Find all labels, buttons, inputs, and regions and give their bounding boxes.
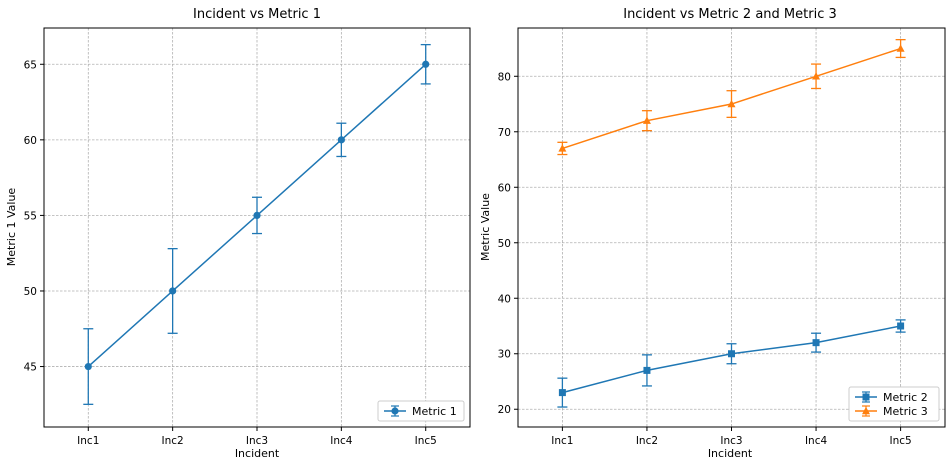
x-tick-label: Inc2: [636, 435, 658, 447]
data-point: [728, 350, 735, 358]
x-tick-label: Inc5: [415, 435, 437, 447]
y-tick-label: 65: [24, 59, 37, 71]
data-point: [422, 60, 430, 68]
y-tick-label: 80: [498, 71, 511, 83]
x-tick-label: Inc5: [889, 435, 911, 447]
legend-marker: [862, 393, 870, 401]
y-tick-label: 50: [24, 286, 37, 298]
legend: Metric 1: [377, 400, 465, 422]
x-tick-label: Inc1: [551, 435, 573, 447]
chart-2-y-axis-label: Metric Value: [479, 193, 492, 261]
x-tick-label: Inc4: [330, 435, 353, 447]
legend-marker: [862, 406, 870, 415]
chart-2-title: Incident vs Metric 2 and Metric 3: [623, 7, 837, 22]
y-tick-label: 20: [498, 404, 511, 416]
chart-1-x-axis-label: Incident: [235, 447, 280, 460]
chart-2-x-axis-label: Incident: [708, 447, 753, 460]
legend-frame: [848, 386, 940, 422]
data-point: [558, 144, 567, 152]
data-point: [169, 287, 177, 295]
legend-marker: [391, 407, 399, 415]
legend-label: Metric 3: [883, 405, 928, 418]
data-point: [558, 389, 566, 397]
y-tick-label: 55: [24, 210, 37, 222]
y-tick-label: 50: [498, 238, 511, 250]
data-point: [642, 116, 651, 124]
x-tick-label: Inc4: [805, 435, 828, 447]
plot-area-frame: [517, 27, 946, 428]
legend-label: Metric 1: [412, 405, 457, 418]
legend-frame: [377, 400, 465, 422]
chart-metric-1: Incident vs Metric 1 Incident Metric 1 V…: [5, 7, 471, 460]
y-tick-label: 30: [498, 349, 511, 361]
y-tick-label: 60: [498, 182, 511, 194]
y-tick-label: 60: [24, 135, 37, 147]
data-point: [812, 339, 820, 347]
data-point: [253, 211, 261, 220]
data-point: [896, 44, 905, 52]
chart-metric-2-3: Incident vs Metric 2 and Metric 3 Incide…: [479, 7, 946, 460]
data-point: [897, 322, 905, 330]
y-tick-label: 45: [24, 362, 37, 374]
data-point: [337, 136, 345, 144]
legend-label: Metric 2: [883, 391, 928, 404]
y-tick-label: 40: [498, 293, 511, 305]
chart-1-y-axis-label: Metric 1 Value: [5, 188, 18, 267]
data-point: [727, 99, 736, 108]
data-point: [643, 366, 651, 374]
chart-1-title: Incident vs Metric 1: [193, 7, 321, 22]
x-tick-label: Inc1: [77, 435, 99, 447]
data-point: [812, 72, 821, 80]
x-tick-label: Inc3: [246, 435, 268, 447]
x-tick-label: Inc3: [720, 435, 742, 447]
x-tick-label: Inc2: [162, 435, 184, 447]
data-point: [84, 362, 92, 371]
y-tick-label: 70: [498, 127, 511, 139]
